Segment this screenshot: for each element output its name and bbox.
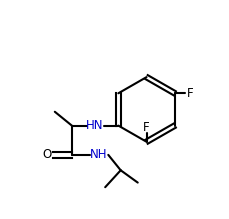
Text: HN: HN — [86, 119, 104, 132]
Text: F: F — [143, 121, 149, 134]
Text: NH: NH — [90, 148, 107, 161]
Text: O: O — [42, 148, 52, 161]
Text: F: F — [186, 87, 193, 100]
